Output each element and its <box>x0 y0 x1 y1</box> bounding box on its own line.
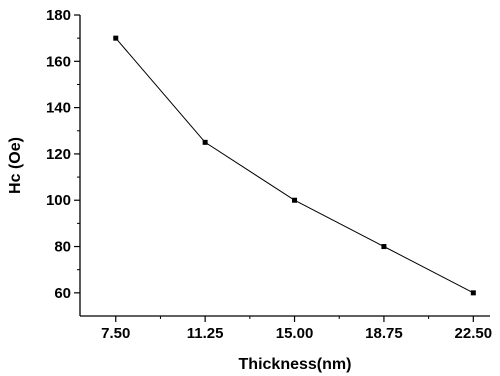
data-point <box>381 244 387 250</box>
data-point <box>202 139 208 145</box>
y-axis-label: Hc (Oe) <box>7 137 24 194</box>
x-tick-label: 22.50 <box>455 325 493 342</box>
x-tick-label: 18.75 <box>365 325 403 342</box>
data-point <box>113 35 119 41</box>
x-axis-label: Thickness(nm) <box>239 356 352 373</box>
y-tick-label: 160 <box>46 53 71 70</box>
y-tick-label: 100 <box>46 192 71 209</box>
x-tick-label: 7.50 <box>101 325 130 342</box>
y-tick-label: 180 <box>46 7 71 24</box>
y-tick-label: 80 <box>54 239 71 256</box>
x-tick-label: 15.00 <box>276 325 314 342</box>
data-point <box>292 197 298 203</box>
x-tick-label: 11.25 <box>187 325 224 342</box>
axes <box>79 15 490 317</box>
y-tick-label: 140 <box>46 100 71 117</box>
data-point <box>470 290 476 296</box>
y-tick-label: 60 <box>54 285 71 302</box>
ticks: 60 80 100 120 140 160 180 7.50 11.25 15.00 18.75 22… <box>46 7 492 342</box>
series <box>113 35 476 296</box>
y-tick-label: 120 <box>46 146 71 163</box>
series-line <box>115 37 474 294</box>
